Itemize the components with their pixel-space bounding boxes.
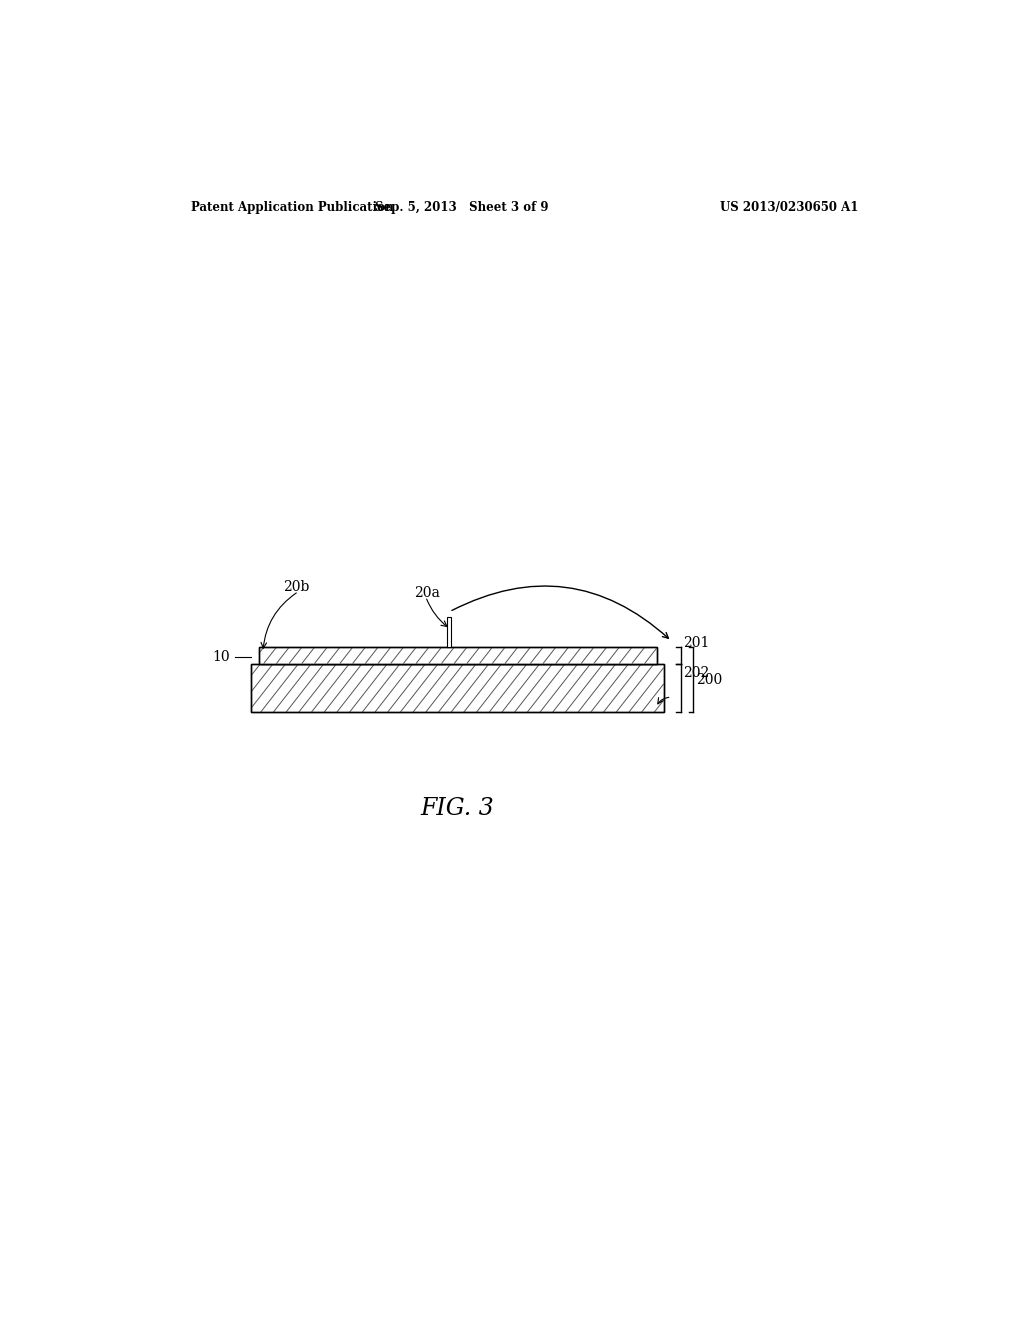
Bar — [251, 664, 664, 713]
Text: 201: 201 — [684, 636, 710, 651]
Bar — [259, 647, 657, 664]
Bar — [259, 647, 657, 664]
Text: Sep. 5, 2013   Sheet 3 of 9: Sep. 5, 2013 Sheet 3 of 9 — [375, 201, 548, 214]
Bar — [447, 616, 452, 647]
Text: 20b: 20b — [283, 581, 309, 594]
Text: 200: 200 — [696, 673, 723, 686]
Text: 20a: 20a — [414, 586, 439, 601]
Text: US 2013/0230650 A1: US 2013/0230650 A1 — [720, 201, 858, 214]
Text: FIG. 3: FIG. 3 — [421, 797, 495, 821]
Bar — [251, 664, 664, 713]
Text: 202: 202 — [684, 665, 710, 680]
Text: 10: 10 — [212, 651, 229, 664]
Text: Patent Application Publication: Patent Application Publication — [191, 201, 394, 214]
